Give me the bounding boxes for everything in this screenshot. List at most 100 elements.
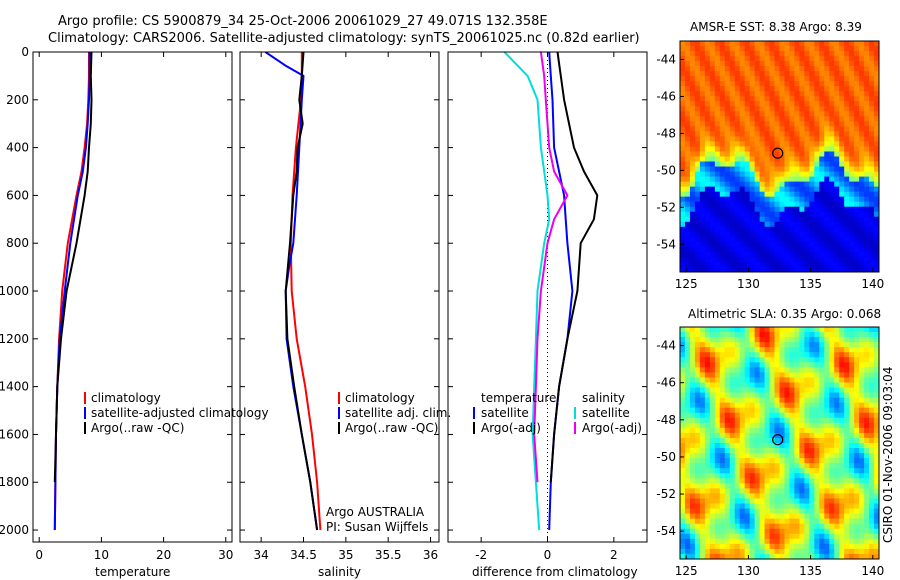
heatmap-cell (849, 81, 855, 87)
heatmap-cell (729, 216, 736, 223)
heatmap-cell (829, 503, 835, 509)
heatmap-cell (794, 181, 800, 188)
heatmap-cell (694, 216, 701, 223)
heatmap-cell (724, 171, 731, 177)
heatmap-cell (854, 161, 860, 167)
heatmap-cell (769, 392, 775, 399)
heatmap-cell (754, 251, 761, 258)
heatmap-cell (824, 136, 830, 142)
heatmap-cell (854, 548, 860, 555)
heatmap-cell (709, 513, 716, 520)
heatmap-cell (794, 468, 800, 474)
heatmap-cell (839, 367, 845, 373)
heatmap-cell (804, 453, 810, 459)
heatmap-cell (844, 156, 850, 162)
heatmap-cell (724, 96, 731, 102)
heatmap-cell (764, 518, 770, 525)
heatmap-cell (844, 146, 850, 152)
heatmap-cell (714, 56, 721, 62)
heatmap-cell (844, 448, 850, 454)
heatmap-cell (724, 427, 731, 434)
heatmap-cell (784, 136, 790, 142)
heatmap-cell (839, 458, 845, 464)
heatmap-cell (869, 473, 875, 479)
heatmap-cell (789, 196, 795, 203)
heatmap-cell (769, 357, 775, 363)
heatmap-cell (734, 362, 741, 368)
heatmap-cell (839, 166, 845, 172)
heatmap-cell (819, 498, 825, 504)
heatmap-cell (809, 387, 815, 393)
heatmap-cell (759, 362, 765, 368)
heatmap-cell (719, 236, 726, 243)
heatmap-cell (809, 91, 815, 97)
heatmap-cell (714, 508, 721, 515)
heatmap-cell (719, 488, 726, 494)
heatmap-cell (724, 41, 731, 47)
heatmap-cell (839, 473, 845, 479)
heatmap-cell (844, 483, 850, 489)
heatmap-cell (799, 261, 805, 268)
heatmap-cell (789, 236, 795, 243)
map-y-tick-label: -48 (656, 126, 676, 140)
heatmap-cell (824, 422, 830, 429)
heatmap-cell (854, 196, 860, 203)
heatmap-cell (754, 483, 761, 489)
heatmap-cell (824, 407, 830, 414)
heatmap-cell (699, 337, 706, 343)
heatmap-cell (864, 56, 870, 62)
heatmap-cell (794, 402, 800, 409)
heatmap-cell (719, 432, 726, 439)
heatmap-cell (684, 362, 691, 368)
heatmap-cell (869, 251, 875, 258)
heatmap-cell (834, 508, 840, 515)
heatmap-cell (834, 201, 840, 208)
heatmap-cell (809, 196, 815, 203)
heatmap-cell (694, 146, 701, 152)
heatmap-cell (789, 523, 795, 530)
heatmap-cell (844, 463, 850, 469)
heatmap-cell (719, 498, 726, 504)
heatmap-cell (709, 146, 716, 152)
heatmap-cell (834, 377, 840, 383)
heatmap-cell (784, 332, 790, 338)
heatmap-cell (714, 327, 721, 333)
heatmap-cell (739, 432, 746, 439)
heatmap-cell (709, 473, 716, 479)
heatmap-cell (759, 382, 765, 388)
heatmap-cell (864, 71, 870, 77)
heatmap-cell (764, 327, 770, 333)
heatmap-cell (684, 96, 691, 102)
heatmap-cell (694, 387, 701, 393)
heatmap-cell (809, 528, 815, 535)
heatmap-cell (744, 111, 751, 117)
heatmap-cell (819, 372, 825, 378)
temperature-ticks: 0 10 20 30020040060080010001200140016001800… (0, 45, 233, 562)
heatmap-cell (799, 71, 805, 77)
heatmap-cell (844, 131, 850, 137)
heatmap-cell (744, 176, 751, 183)
heatmap-cell (784, 533, 790, 540)
heatmap-cell (804, 362, 810, 368)
heatmap-cell (759, 533, 765, 540)
heatmap-cell (714, 236, 721, 243)
heatmap-cell (824, 392, 830, 399)
heatmap-cell (874, 256, 879, 263)
header-line-1: Argo profile: CS 5900879_34 25-Oct-2006 … (58, 14, 548, 29)
heatmap-cell (864, 206, 870, 213)
heatmap-cell (804, 51, 810, 57)
heatmap-cell (684, 417, 691, 424)
heatmap-cell (769, 417, 775, 424)
heatmap-cell (799, 533, 805, 540)
heatmap-cell (724, 206, 731, 213)
heatmap-cell (839, 337, 845, 343)
heatmap-cell (719, 533, 726, 540)
heatmap-cell (774, 402, 780, 409)
heatmap-cell (680, 417, 686, 424)
heatmap-cell (824, 206, 830, 213)
heatmap-cell (684, 46, 691, 52)
heatmap-cell (874, 181, 879, 188)
heatmap-cell (804, 231, 810, 238)
heatmap-cell (829, 402, 835, 409)
heatmap-cell (809, 256, 815, 263)
